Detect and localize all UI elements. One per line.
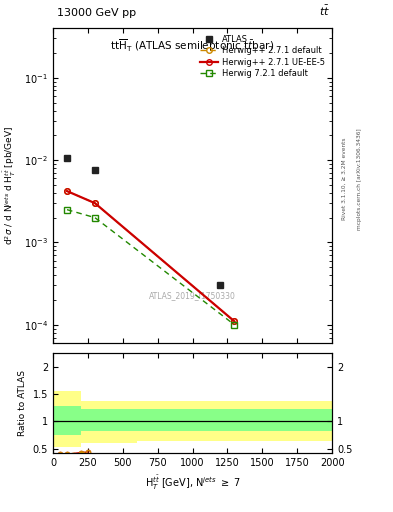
Text: tt$\overline{\rm H}_T$ (ATLAS semileptonic t$\bar{t}$bar): tt$\overline{\rm H}_T$ (ATLAS semilepton… bbox=[110, 37, 275, 54]
Text: $t\bar{t}$: $t\bar{t}$ bbox=[319, 4, 330, 18]
Text: mcplots.cern.ch [arXiv:1306.3436]: mcplots.cern.ch [arXiv:1306.3436] bbox=[357, 129, 362, 230]
Legend: ATLAS, Herwig++ 2.7.1 default, Herwig++ 2.7.1 UE-EE-5, Herwig 7.2.1 default: ATLAS, Herwig++ 2.7.1 default, Herwig++ … bbox=[197, 32, 328, 81]
Y-axis label: Ratio to ATLAS: Ratio to ATLAS bbox=[18, 370, 27, 436]
Text: ATLAS_2019_I1750330: ATLAS_2019_I1750330 bbox=[149, 291, 236, 301]
Text: Rivet 3.1.10, ≥ 3.2M events: Rivet 3.1.10, ≥ 3.2M events bbox=[342, 138, 346, 221]
X-axis label: H$_T^{t\bar{t}}$ [GeV], N$^{jets}$ $\geq$ 7: H$_T^{t\bar{t}}$ [GeV], N$^{jets}$ $\geq… bbox=[145, 474, 241, 492]
Text: 13000 GeV pp: 13000 GeV pp bbox=[57, 8, 136, 18]
Y-axis label: d$^2\sigma$ / d N$^{jets}$ d H$_T^{t\bar{t}}$ [pb/GeV]: d$^2\sigma$ / d N$^{jets}$ d H$_T^{t\bar… bbox=[2, 126, 18, 245]
